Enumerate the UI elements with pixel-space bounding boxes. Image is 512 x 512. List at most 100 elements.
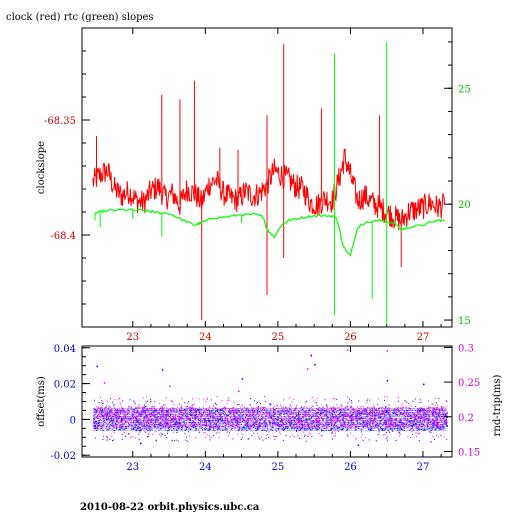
scatter-point-rnd-trip: [314, 416, 316, 418]
scatter-point-rnd-trip: [439, 421, 441, 423]
scatter-point-rnd-trip: [336, 410, 338, 412]
scatter-point-rnd-trip: [248, 421, 250, 423]
scatter-point-offset: [365, 411, 367, 412]
scatter-point-offset: [247, 425, 248, 427]
scatter-point-rnd-trip: [350, 426, 352, 428]
scatter-point-offset: [160, 428, 162, 430]
scatter-point-rnd-trip: [172, 420, 174, 422]
scatter-point-rnd-trip: [302, 427, 304, 429]
scatter-outlier-offset: [386, 380, 389, 382]
scatter-point-offset: [150, 426, 152, 428]
scatter-point-rnd-trip: [351, 416, 353, 418]
scatter-point-rnd-trip: [347, 424, 349, 426]
scatter-point-rnd-trip: [367, 412, 368, 414]
scatter-point-rnd-trip: [379, 422, 381, 424]
scatter-point-offset: [202, 420, 203, 422]
scatter-point-rnd-trip: [320, 417, 322, 419]
scatter-point-offset: [101, 400, 103, 402]
scatter-point-offset: [302, 409, 303, 411]
scatter-point-rnd-trip: [155, 421, 157, 423]
scatter-point-rnd-trip: [434, 397, 436, 399]
scatter-point-rnd-trip: [333, 412, 335, 414]
scatter-point-rnd-trip: [121, 420, 123, 422]
scatter-point-rnd-trip: [309, 425, 311, 427]
scatter-point-rnd-trip: [318, 421, 320, 423]
scatter-point-offset: [132, 429, 134, 430]
scatter-point-rnd-trip: [106, 410, 108, 412]
scatter-point-rnd-trip: [416, 419, 418, 421]
scatter-point-rnd-trip: [314, 401, 316, 403]
scatter-point-offset: [326, 411, 328, 413]
scatter-point-offset: [420, 401, 422, 403]
scatter-point-rnd-trip: [177, 426, 179, 428]
scatter-point-rnd-trip: [386, 424, 388, 426]
scatter-point-offset: [294, 417, 296, 419]
scatter-point-rnd-trip: [433, 422, 435, 424]
scatter-point-rnd-trip: [217, 426, 219, 428]
scatter-point-rnd-trip: [373, 421, 375, 423]
scatter-point-offset: [298, 410, 300, 412]
scatter-point-rnd-trip: [95, 412, 96, 414]
scatter-point-rnd-trip: [206, 422, 207, 424]
scatter-point-rnd-trip: [422, 416, 424, 418]
scatter-point-rnd-trip: [394, 421, 396, 423]
scatter-point-rnd-trip: [196, 410, 198, 412]
scatter-point-rnd-trip: [153, 407, 155, 409]
scatter-point-rnd-trip: [150, 412, 151, 414]
scatter-point-offset: [446, 415, 448, 417]
scatter-point-offset: [369, 422, 371, 424]
scatter-point-rnd-trip: [187, 416, 189, 418]
scatter-point-rnd-trip: [446, 413, 448, 415]
scatter-point-offset: [222, 420, 224, 422]
scatter-point-rnd-trip: [424, 420, 425, 422]
scatter-point-offset: [412, 425, 414, 427]
scatter-point-rnd-trip: [349, 420, 351, 422]
scatter-point-rnd-trip: [366, 426, 368, 428]
scatter-point-offset: [232, 420, 234, 422]
scatter-point-offset: [118, 429, 120, 431]
scatter-point-offset: [225, 414, 227, 416]
scatter-point-offset: [316, 405, 318, 407]
scatter-point-rnd-trip: [399, 435, 400, 437]
scatter-point-rnd-trip: [192, 420, 194, 422]
scatter-point-offset: [381, 424, 383, 426]
scatter-point-rnd-trip: [326, 422, 328, 424]
scatter-point-offset: [283, 409, 285, 411]
scatter-point-rnd-trip: [440, 419, 442, 421]
scatter-point-rnd-trip: [112, 422, 113, 424]
scatter-point-rnd-trip: [188, 407, 190, 409]
scatter-point-rnd-trip: [253, 412, 255, 414]
scatter-point-rnd-trip: [285, 424, 287, 426]
scatter-point-rnd-trip: [331, 412, 333, 414]
scatter-point-offset: [216, 410, 218, 412]
scatter-point-offset: [330, 413, 332, 415]
scatter-point-rnd-trip: [382, 413, 384, 415]
x-tick-label: 27: [417, 332, 430, 343]
scatter-point-rnd-trip: [178, 412, 180, 414]
scatter-point-rnd-trip: [389, 409, 391, 411]
scatter-point-rnd-trip: [151, 407, 153, 409]
scatter-point-rnd-trip: [227, 420, 229, 422]
scatter-point-rnd-trip: [225, 420, 227, 422]
scatter-point-offset: [404, 426, 405, 428]
scatter-point-rnd-trip: [428, 400, 429, 402]
scatter-point-rnd-trip: [250, 414, 252, 416]
scatter-point-rnd-trip: [257, 426, 259, 428]
scatter-point-rnd-trip: [431, 412, 433, 414]
scatter-point-offset: [321, 412, 323, 414]
scatter-point-rnd-trip: [388, 407, 390, 409]
scatter-point-rnd-trip: [158, 433, 160, 435]
scatter-point-offset: [263, 421, 265, 423]
scatter-point-offset: [364, 423, 366, 425]
scatter-point-offset: [175, 422, 177, 424]
scatter-point-offset: [122, 425, 124, 427]
scatter-point-rnd-trip: [397, 396, 399, 398]
scatter-point-rnd-trip: [208, 414, 210, 416]
scatter-point-offset: [153, 406, 155, 408]
scatter-point-offset: [411, 426, 413, 428]
scatter-point-rnd-trip: [387, 424, 389, 426]
scatter-point-rnd-trip: [117, 416, 119, 418]
scatter-point-offset: [370, 420, 372, 422]
scatter-point-offset: [391, 412, 393, 414]
scatter-point-offset: [379, 426, 381, 428]
